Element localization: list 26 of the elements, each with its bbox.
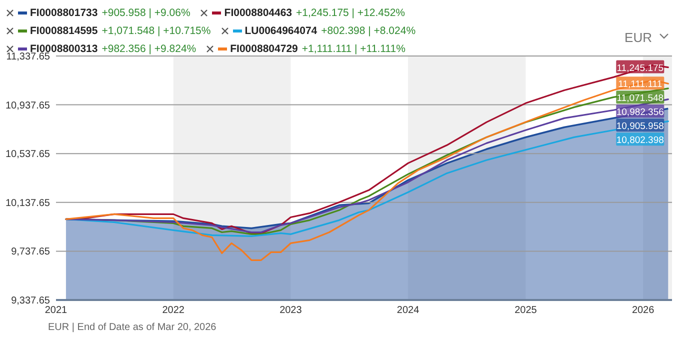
line-series <box>65 79 669 261</box>
y-tick-label: 9,737.65 <box>11 246 50 258</box>
x-tick-label: 2021 <box>44 305 68 316</box>
legend-label: FI0008801733 +905.958 | +9.06% <box>30 6 190 20</box>
y-tick-label: 10,537.65 <box>6 149 50 160</box>
data-label: 11,111.111 <box>618 79 662 90</box>
data-label: 11,245.175 <box>616 62 664 74</box>
data-label: 11,071.548 <box>616 93 664 104</box>
y-tick-label: 11,337.65 <box>6 52 50 62</box>
x-tick-label: 2023 <box>280 305 302 316</box>
legend-label: FI0008804729 +1,111.111 | +11.111% <box>230 42 406 56</box>
legend-label: FI0008804463 +1,245.175 | +12.452% <box>224 6 406 20</box>
data-label: 10,982.356 <box>616 107 664 118</box>
text: EUR <box>624 30 652 45</box>
y-tick-label: 10,937.65 <box>6 100 50 112</box>
x-tick-label: 2026 <box>632 305 655 316</box>
legend-label: FI0008814595 +1,071.548 | +10.715% <box>30 24 211 38</box>
x-tick-label: 2025 <box>514 305 538 316</box>
data-label: 10,802.398 <box>616 135 664 146</box>
text: EUR | End of Date as of Mar 20, 2026 <box>48 322 217 333</box>
data-label: 10,905.958 <box>616 121 664 132</box>
y-tick-label: 9,337.65 <box>11 296 50 306</box>
x-tick-label: 2022 <box>162 305 185 316</box>
y-tick-label: 10,137.65 <box>6 198 50 209</box>
x-tick-label: 2024 <box>396 305 420 316</box>
legend-label: LU0064964074 +802.398 | +8.024% <box>244 24 416 38</box>
